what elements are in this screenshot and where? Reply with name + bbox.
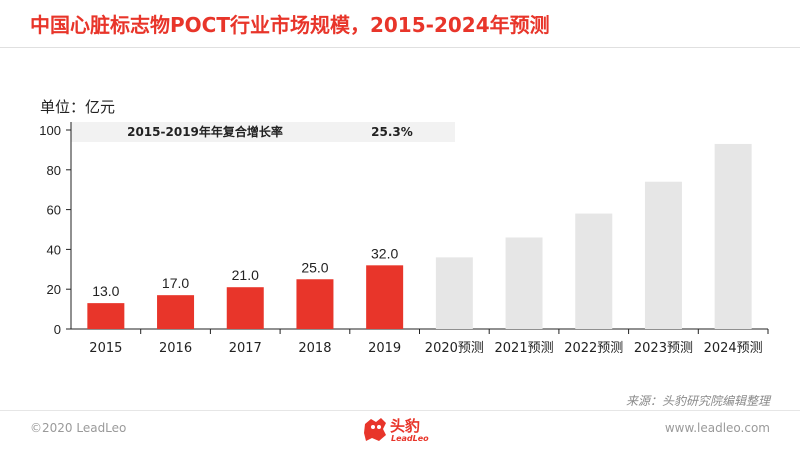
data-label: 13.0 bbox=[92, 283, 119, 299]
bar-2017 bbox=[226, 287, 264, 329]
y-tick-label: 20 bbox=[47, 282, 61, 297]
data-label: 32.0 bbox=[371, 245, 398, 261]
bar-2024预测 bbox=[714, 143, 752, 329]
y-tick-label: 100 bbox=[39, 123, 61, 138]
x-tick-label: 2020预测 bbox=[425, 341, 484, 356]
bar-2020预测 bbox=[435, 257, 473, 329]
y-tick-label: 0 bbox=[54, 322, 61, 337]
bar-2016 bbox=[157, 295, 195, 329]
copyright: ©2020 LeadLeo bbox=[30, 421, 127, 435]
cagr-value: 25.3% bbox=[371, 125, 413, 139]
leopard-icon bbox=[364, 418, 386, 441]
x-tick-label: 2016 bbox=[159, 341, 192, 356]
cagr-label: 2015-2019年年复合增长率 bbox=[127, 124, 283, 139]
y-tick-label: 80 bbox=[47, 163, 61, 178]
source-note: 来源：头豹研究院编辑整理 bbox=[625, 394, 770, 408]
logo-text: 头豹 bbox=[390, 417, 421, 435]
bar-2021预测 bbox=[505, 237, 543, 329]
x-tick-label: 2024预测 bbox=[704, 341, 763, 356]
logo-subtext: LeadLeo bbox=[391, 434, 429, 443]
x-tick-label: 2017 bbox=[229, 341, 262, 356]
data-label: 17.0 bbox=[162, 275, 189, 291]
bar-2015 bbox=[87, 303, 125, 329]
x-tick-label: 2023预测 bbox=[634, 341, 693, 356]
x-tick-label: 2015 bbox=[89, 341, 122, 356]
cagr-band bbox=[71, 122, 455, 142]
title-divider bbox=[0, 47, 800, 48]
data-label: 25.0 bbox=[301, 259, 328, 275]
x-tick-label: 2019 bbox=[368, 341, 401, 356]
leadleo-logo: 头豹 LeadLeo bbox=[362, 414, 442, 448]
footer-divider bbox=[0, 410, 800, 411]
y-tick-label: 40 bbox=[47, 242, 61, 257]
unit-label: 单位：亿元 bbox=[40, 98, 116, 116]
bar-2023预测 bbox=[644, 181, 682, 329]
bar-2022预测 bbox=[575, 213, 613, 329]
page-title: 中国心脏标志物POCT行业市场规模，2015-2024年预测 bbox=[30, 13, 550, 37]
website-link[interactable]: www.leadleo.com bbox=[664, 421, 770, 435]
data-label: 21.0 bbox=[232, 267, 259, 283]
bar-2018 bbox=[296, 279, 334, 329]
bar-2019 bbox=[366, 265, 404, 329]
x-tick-label: 2021预测 bbox=[495, 341, 554, 356]
x-tick-label: 2018 bbox=[298, 341, 331, 356]
x-tick-label: 2022预测 bbox=[564, 341, 623, 356]
y-tick-label: 60 bbox=[47, 203, 61, 218]
